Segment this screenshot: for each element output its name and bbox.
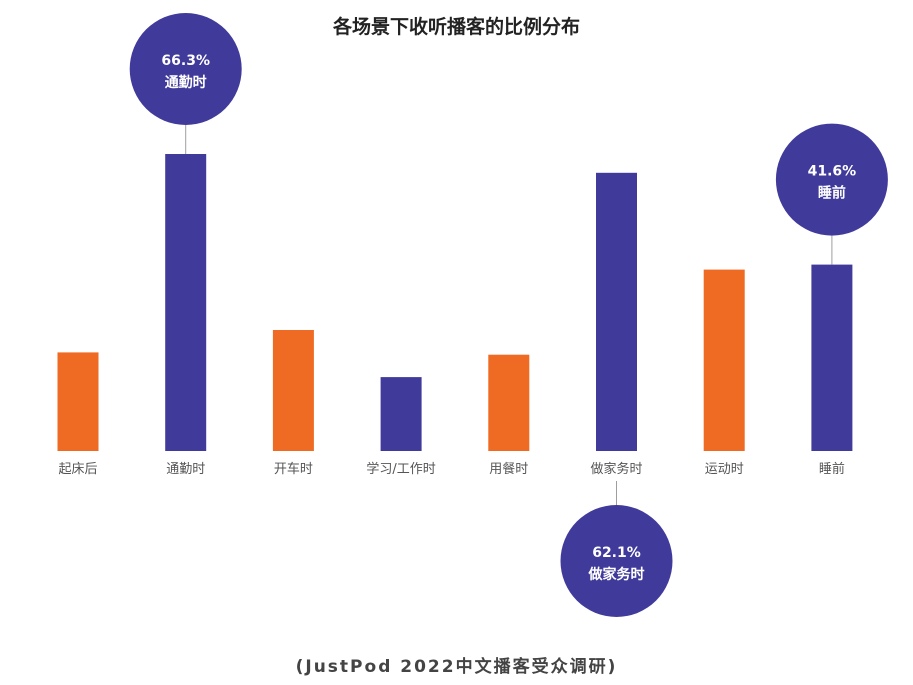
category-label-6: 运动时 [705, 462, 744, 477]
bar-6 [703, 269, 745, 451]
callout-value-2: 41.6% [808, 164, 857, 180]
bar-2 [272, 330, 314, 451]
category-label-3: 学习/工作时 [366, 461, 435, 477]
callout-value-0: 66.3% [161, 53, 210, 69]
category-label-7: 睡前 [819, 461, 845, 477]
category-label-4: 用餐时 [489, 461, 528, 477]
callout-label-1: 做家务时 [588, 566, 645, 583]
bar-5 [596, 172, 637, 452]
category-label-2: 开车时 [274, 461, 313, 477]
callout-value-1: 62.1% [592, 545, 641, 561]
bar-3 [380, 377, 422, 451]
callout-label-2: 睡前 [818, 185, 846, 202]
category-label-5: 做家务时 [590, 461, 642, 477]
category-label-0: 起床后 [58, 462, 97, 477]
chart-source: (JustPod 2022中文播客受众调研) [295, 657, 618, 677]
bar-4 [488, 354, 530, 451]
callout-bubble-1 [560, 505, 673, 617]
bar-0 [57, 352, 99, 451]
chart-title: 各场景下收听播客的比例分布 [332, 16, 580, 38]
bar-1 [165, 154, 207, 451]
category-label-1: 通勤时 [166, 462, 205, 477]
callout-bubble-2 [775, 123, 888, 236]
callout-label-0: 通勤时 [165, 74, 207, 91]
bar-7 [811, 264, 853, 451]
callout-bubble-0 [129, 13, 242, 125]
